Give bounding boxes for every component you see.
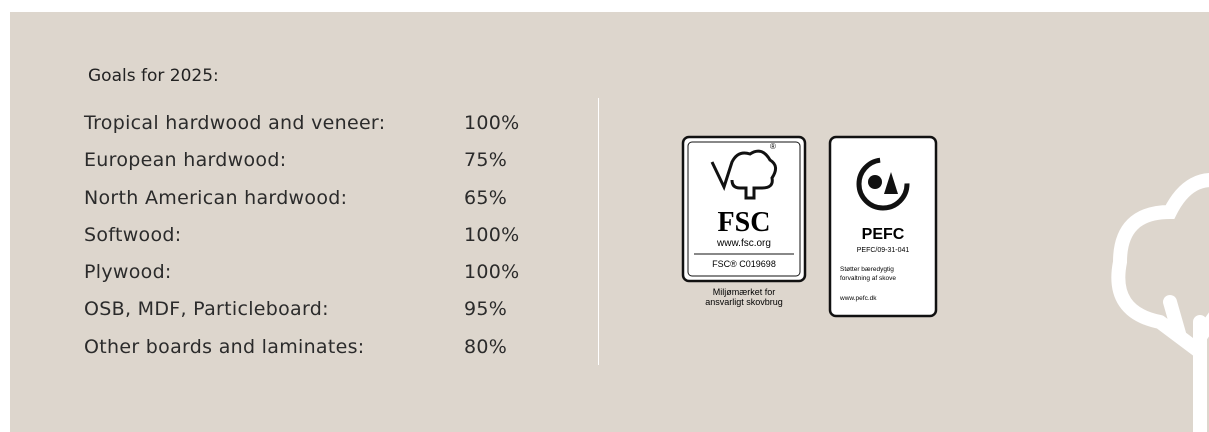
fsc-name: FSC (718, 207, 771, 238)
goal-row: Softwood: 100% (84, 224, 564, 261)
goal-row: North American hardwood: 65% (84, 187, 564, 224)
tree-icon (1050, 152, 1209, 432)
goal-label: Plywood: (84, 261, 172, 283)
goal-value: 80% (464, 336, 507, 358)
pefc-url: www.pefc.dk (839, 295, 877, 302)
goal-row: OSB, MDF, Particleboard: 95% (84, 298, 564, 335)
goals-table: Tropical hardwood and veneer: 100% Europea… (84, 112, 564, 373)
goal-label: Tropical hardwood and veneer: (84, 112, 385, 134)
pefc-text: Støtter bæredygtig (840, 266, 894, 273)
goal-row: Plywood: 100% (84, 261, 564, 298)
goal-label: Softwood: (84, 224, 181, 246)
fsc-caption: Miljømærket for (713, 287, 776, 297)
goal-value: 65% (464, 187, 507, 209)
goal-row: European hardwood: 75% (84, 149, 564, 186)
pefc-name: PEFC (862, 226, 905, 243)
goal-row: Other boards and laminates: 80% (84, 336, 564, 373)
pefc-text: forvaltning af skove (840, 275, 896, 282)
goal-value: 95% (464, 298, 507, 320)
certification-logos: ® FSC www.fsc.org FSC® C019698 Miljømærk… (670, 132, 970, 342)
section-title: Goals for 2025: (88, 66, 219, 86)
goal-value: 100% (464, 224, 520, 246)
fsc-caption: ansvarligt skovbrug (705, 297, 783, 307)
fsc-url: www.fsc.org (716, 238, 771, 249)
goal-label: Other boards and laminates: (84, 336, 365, 358)
fsc-code: FSC® C019698 (712, 259, 776, 269)
goal-label: OSB, MDF, Particleboard: (84, 298, 329, 320)
tree-outline (1118, 180, 1209, 432)
goal-label: North American hardwood: (84, 187, 347, 209)
goal-label: European hardwood: (84, 149, 286, 171)
divider (598, 98, 599, 365)
pefc-code: PEFC/09-31-041 (857, 247, 910, 254)
goals-panel: Goals for 2025: Tropical hardwood and ve… (10, 12, 1209, 432)
goal-value: 100% (464, 261, 520, 283)
pefc-tree (868, 175, 882, 189)
goal-row: Tropical hardwood and veneer: 100% (84, 112, 564, 149)
goal-value: 75% (464, 149, 507, 171)
registered-mark: ® (770, 142, 776, 151)
goal-value: 100% (464, 112, 520, 134)
